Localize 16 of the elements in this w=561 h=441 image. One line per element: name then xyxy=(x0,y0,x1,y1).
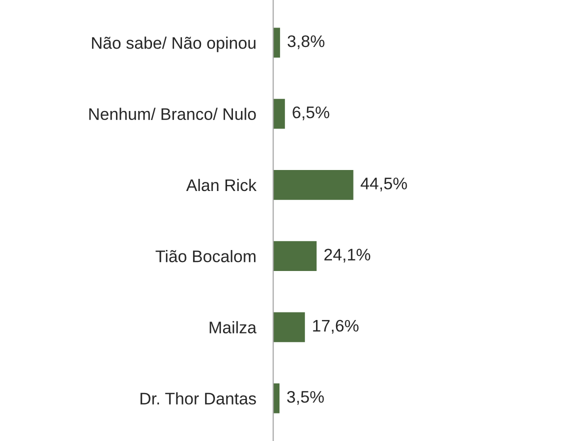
y-tick-label: Dr. Thor Dantas xyxy=(140,392,256,405)
y-tick-label: Não sabe/ Não opinou xyxy=(92,36,256,52)
data-label: 44,5% xyxy=(360,178,407,192)
bar xyxy=(273,241,317,271)
bar xyxy=(273,98,285,129)
y-tick-label: Alan Rick xyxy=(186,178,257,192)
bar xyxy=(273,312,305,342)
y-tick-label: Mailza xyxy=(210,321,257,334)
data-label: 17,6% xyxy=(313,320,359,334)
data-label: 24,1% xyxy=(324,248,370,263)
data-label: 6,5% xyxy=(292,106,330,120)
data-label: 3,5% xyxy=(287,390,324,405)
bar xyxy=(273,170,354,200)
data-label: 3,8% xyxy=(288,35,324,50)
y-tick-label: Tião Bocalom xyxy=(156,250,256,262)
y-tick-label: Nenhum/ Branco/ Nulo xyxy=(89,108,256,120)
